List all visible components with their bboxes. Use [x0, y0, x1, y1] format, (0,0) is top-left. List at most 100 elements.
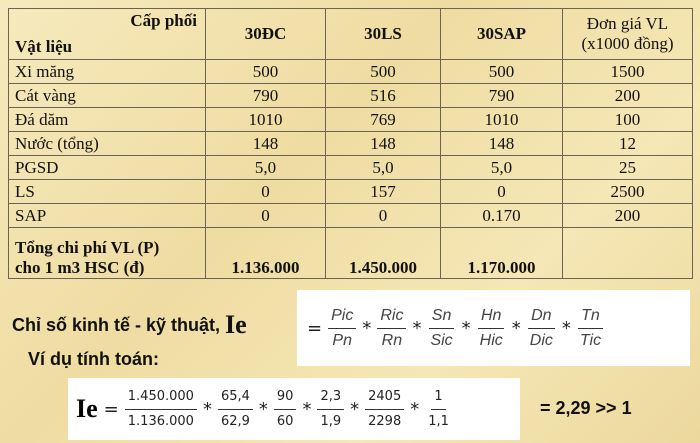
times: *: [258, 398, 268, 420]
cell-value: 0.170: [440, 203, 563, 228]
cell-value: 148: [325, 131, 441, 156]
times: *: [350, 398, 360, 420]
numerator: 1: [431, 385, 446, 410]
cell-value: 500: [440, 59, 563, 84]
table-row: Cát vàng 790 516 790 200: [8, 83, 693, 108]
column-header: 30ĐC: [205, 8, 326, 60]
denominator: 1,1: [428, 413, 449, 429]
times: *: [410, 398, 420, 420]
material-name: Đá dăm: [8, 107, 206, 132]
material-name: PGSD: [8, 155, 206, 180]
column-header: 30SAP: [440, 8, 563, 60]
equals: =: [307, 317, 323, 339]
corner-top: Cấp phối: [130, 11, 197, 30]
denominator: Pn: [332, 331, 352, 349]
denominator: Tic: [579, 331, 602, 349]
cell-value: 157: [325, 179, 441, 204]
numerator: Tn: [578, 304, 603, 329]
numerator: 1.450.000: [124, 385, 197, 410]
cell-value: 25: [562, 155, 693, 180]
cell-value: 5,0: [440, 155, 563, 180]
material-name: Cát vàng: [8, 83, 206, 108]
numerator: 90: [273, 385, 297, 410]
total-value: 1.450.000: [325, 227, 441, 279]
column-header: 30LS: [325, 8, 441, 60]
material-name: Nước (tổng): [8, 131, 206, 156]
numerator: 2405: [365, 385, 405, 410]
denominator: 2298: [368, 413, 402, 429]
table-row: Xi măng 500 500 500 1500: [8, 59, 693, 84]
cell-value: 2500: [562, 179, 693, 204]
cell-value: 5,0: [325, 155, 441, 180]
price-header: Đơn giá VL (x1000 đồng): [562, 8, 693, 60]
index-formula: = Pic Pn * Ric Rn * Sn Sic * Hn Hic * Dn Dic * Tn Tic: [297, 290, 690, 366]
numerator: Ric: [377, 304, 407, 329]
cell-value: 148: [440, 131, 563, 156]
table-row: PGSD 5,0 5,0 5,0 25: [8, 155, 693, 180]
times: *: [302, 398, 312, 420]
times: *: [561, 317, 571, 339]
table-row: SAP 0 0 0.170 200: [8, 203, 693, 228]
numerator: 65,4: [217, 385, 253, 410]
example-formula: Ie = 1.450.000 1.136.000 * 65,4 62,9 * 90 60 * 2,…: [68, 378, 520, 440]
header-row: Cấp phối Vật liệu 30ĐC 30LS 30SAP Đơn giá VL(…: [8, 8, 693, 60]
cell-value: 12: [562, 131, 693, 156]
cell-value: 790: [205, 83, 326, 108]
fraction: 1 1,1: [425, 385, 452, 434]
corner-bottom: Vật liệu: [15, 37, 73, 56]
denominator: Hic: [479, 331, 503, 349]
table-row: Đá dăm 1010 769 1010 100: [8, 107, 693, 132]
total-row: Tổng chi phí VL (P) cho 1 m3 HSC (đ) 1.136…: [8, 227, 693, 279]
fraction: Ric Rn: [377, 304, 407, 353]
numerator: Dn: [528, 304, 555, 329]
cell-value: 769: [325, 107, 441, 132]
equals: =: [103, 398, 119, 420]
cell-value: 0: [440, 179, 563, 204]
total-value: 1.136.000: [205, 227, 326, 279]
fraction: Hn Hic: [477, 304, 506, 353]
fraction: Tn Tic: [577, 304, 604, 353]
denominator: 1.136.000: [127, 413, 194, 429]
corner-cell: Cấp phối Vật liệu: [8, 8, 206, 60]
table-row: Nước (tổng) 148 148 148 12: [8, 131, 693, 156]
table-row: LS 0 157 0 2500: [8, 179, 693, 204]
denominator: Rn: [381, 331, 403, 349]
total-label-line: Tổng chi phí VL (P): [15, 238, 160, 257]
denominator: Dic: [529, 331, 553, 349]
times: *: [412, 317, 422, 339]
fraction: 90 60: [273, 385, 297, 434]
fraction: Sn Sic: [427, 304, 455, 353]
cell-value: 500: [205, 59, 326, 84]
price-header-line: Đơn giá VL: [586, 14, 669, 33]
denominator: 60: [276, 413, 294, 429]
cell-value: 1010: [205, 107, 326, 132]
times: *: [511, 317, 521, 339]
fraction: 1.450.000 1.136.000: [124, 385, 197, 434]
cell-value: 1010: [440, 107, 563, 132]
numerator: 2,3: [317, 385, 345, 410]
cell-value: 0: [205, 179, 326, 204]
material-name: LS: [8, 179, 206, 204]
fraction: 2405 2298: [365, 385, 405, 434]
fraction: Pic Pn: [328, 304, 357, 353]
cell-value: 0: [205, 203, 326, 228]
cell-value: 500: [325, 59, 441, 84]
material-name: SAP: [8, 203, 206, 228]
material-name: Xi măng: [8, 59, 206, 84]
example-label: Ví dụ tính toán:: [28, 349, 159, 369]
index-label-row: Chỉ số kinh tế - kỹ thuật, Ie: [12, 310, 247, 340]
times: *: [202, 398, 212, 420]
example-symbol: Ie: [76, 394, 98, 423]
numerator: Hn: [478, 304, 505, 329]
cell-value: 148: [205, 131, 326, 156]
numerator: Pic: [328, 304, 357, 329]
cell-value: 200: [562, 203, 693, 228]
total-label-line: cho 1 m3 HSC (đ): [15, 258, 145, 277]
fraction: 65,4 62,9: [217, 385, 253, 434]
empty-cell: [562, 227, 693, 279]
cell-value: 1500: [562, 59, 693, 84]
denominator: 62,9: [220, 413, 250, 429]
cell-value: 5,0: [205, 155, 326, 180]
total-label: Tổng chi phí VL (P) cho 1 m3 HSC (đ): [8, 227, 206, 279]
